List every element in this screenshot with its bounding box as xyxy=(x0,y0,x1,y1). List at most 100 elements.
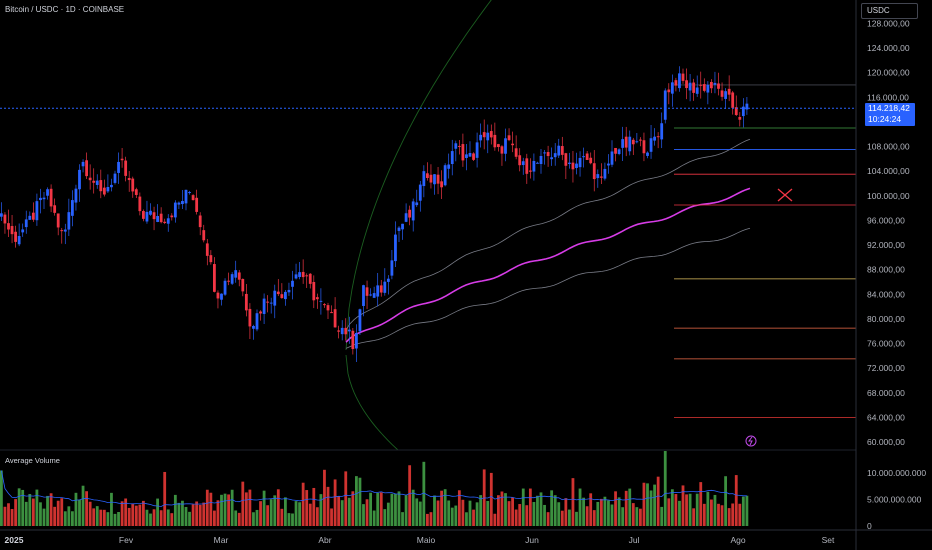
candle-body xyxy=(110,184,113,188)
candle-body xyxy=(372,293,376,298)
candle-body xyxy=(426,173,429,178)
volume-bar xyxy=(429,512,433,526)
candle-body xyxy=(152,212,156,220)
candle-body xyxy=(521,161,525,166)
volume-bar xyxy=(223,493,227,526)
candle-body xyxy=(131,178,135,192)
price-axis-label: 100.000,00 xyxy=(867,191,910,201)
lightning-icon[interactable] xyxy=(745,435,757,447)
volume-bars xyxy=(0,451,749,526)
volume-bar xyxy=(319,494,323,526)
candle-body xyxy=(170,215,174,218)
candle-body xyxy=(681,73,685,81)
volume-bar xyxy=(493,513,497,526)
volume-bar xyxy=(301,482,305,526)
candle-body xyxy=(436,174,440,184)
candle-body xyxy=(323,304,326,306)
candle-body xyxy=(280,294,284,299)
volume-bar xyxy=(252,512,255,526)
candle-body xyxy=(216,292,220,299)
candle-body xyxy=(294,274,298,279)
volume-bar xyxy=(546,512,550,526)
candle-body xyxy=(259,311,262,314)
volume-bar xyxy=(592,510,596,526)
candle-body xyxy=(205,243,209,256)
volume-bar xyxy=(695,493,699,526)
candle-body xyxy=(284,291,287,300)
candle-body xyxy=(49,188,53,207)
candle-body xyxy=(234,270,238,278)
volume-bar xyxy=(649,490,653,526)
candle-body xyxy=(163,221,167,224)
candle-body xyxy=(493,134,497,148)
volume-bar xyxy=(450,507,454,526)
volume-bar xyxy=(163,471,167,526)
candle-body xyxy=(31,212,35,220)
volume-bar xyxy=(489,472,493,526)
volume-bar xyxy=(244,492,248,526)
candle-body xyxy=(592,163,596,180)
volume-bar xyxy=(461,499,465,526)
candle-body xyxy=(184,189,188,204)
candle-body xyxy=(610,151,614,165)
volume-bar xyxy=(397,491,401,526)
candle-body xyxy=(397,227,401,231)
candle-body xyxy=(56,213,60,228)
candle-body xyxy=(117,161,120,173)
volume-bar xyxy=(372,510,376,526)
candle-body xyxy=(745,103,749,110)
volume-bar xyxy=(227,494,230,526)
candle-body xyxy=(557,145,561,156)
candle-body xyxy=(731,92,735,108)
candle-body xyxy=(227,280,230,282)
candle-body xyxy=(0,213,3,217)
candle-body xyxy=(255,313,259,330)
candle-body xyxy=(646,152,649,156)
volume-axis-label: 5.000.000.000 xyxy=(867,495,922,505)
candle-body xyxy=(312,281,316,301)
candle-body xyxy=(621,139,625,148)
volume-bar xyxy=(149,513,152,526)
candle-body xyxy=(489,131,493,138)
candle-body xyxy=(578,157,582,168)
volume-bar xyxy=(56,500,60,526)
candle-body xyxy=(383,281,387,293)
cone-upper-curve xyxy=(345,0,492,351)
volume-bar xyxy=(656,476,660,526)
candle-body xyxy=(717,83,720,89)
volume-bar xyxy=(599,498,603,526)
volume-indicator-title[interactable]: Average Volume xyxy=(5,456,60,465)
candle-body xyxy=(276,291,280,295)
volume-bar xyxy=(678,500,681,526)
candle-body xyxy=(92,180,96,183)
price-axis-label: 84.000,00 xyxy=(867,289,905,299)
candle-body xyxy=(465,154,468,159)
candle-body xyxy=(631,139,635,145)
symbol-title[interactable]: Bitcoin / USDC · 1D · COINBASE xyxy=(5,5,125,14)
volume-bar xyxy=(113,513,117,526)
candle-body xyxy=(585,153,589,160)
candle-body xyxy=(291,280,294,287)
candle-body xyxy=(599,176,603,178)
candle-body xyxy=(159,213,163,223)
close-x-icon[interactable] xyxy=(777,188,793,202)
candle-body xyxy=(60,230,64,232)
volume-bar xyxy=(660,506,664,526)
volume-bar xyxy=(688,493,692,526)
price-axis-label: 64.000,00 xyxy=(867,412,905,422)
volume-bar xyxy=(568,509,571,526)
currency-selector[interactable]: USDC xyxy=(861,3,918,19)
volume-bar xyxy=(330,508,333,526)
candles xyxy=(0,66,749,362)
candle-body xyxy=(191,195,195,201)
volume-bar xyxy=(436,500,440,526)
candle-body xyxy=(266,301,270,303)
volume-bar xyxy=(138,504,142,526)
candle-body xyxy=(85,160,88,177)
candle-body xyxy=(539,155,543,165)
candle-body xyxy=(166,218,170,224)
candle-body xyxy=(223,280,227,295)
volume-bar xyxy=(557,502,561,526)
volume-bar xyxy=(404,495,408,526)
